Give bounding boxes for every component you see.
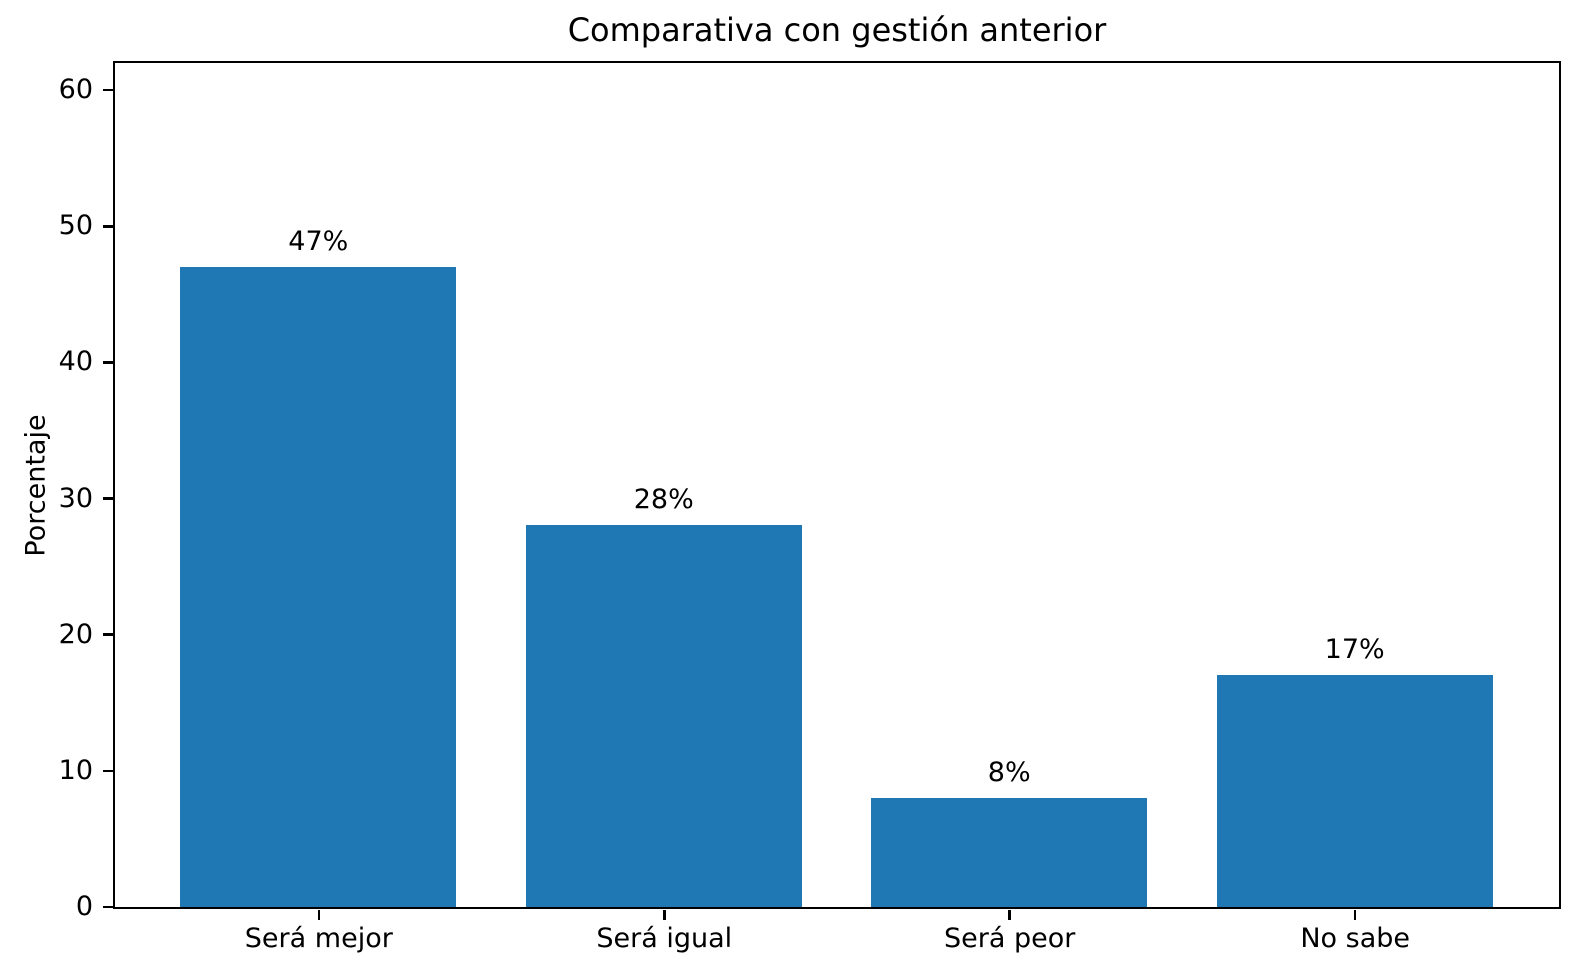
x-tick-mark xyxy=(317,909,321,920)
bar-value-label: 47% xyxy=(288,225,349,257)
y-tick-mark xyxy=(102,633,113,636)
y-tick-label: 60 xyxy=(58,74,93,106)
bar xyxy=(525,525,802,907)
x-tick-mark xyxy=(1008,909,1011,920)
x-tick-label: Será peor xyxy=(944,923,1076,954)
y-tick-label: 30 xyxy=(58,482,93,514)
y-tick-mark xyxy=(102,905,113,909)
bar-value-label: 8% xyxy=(987,756,1031,788)
bar-value-label: 28% xyxy=(633,484,694,516)
y-tick-label: 10 xyxy=(58,754,93,786)
y-tick-label: 40 xyxy=(58,346,93,378)
bar-value-label: 17% xyxy=(1324,634,1385,666)
x-tick-mark xyxy=(1353,909,1357,920)
x-tick-label: No sabe xyxy=(1300,923,1410,954)
y-tick-label: 50 xyxy=(58,210,93,242)
x-tick-label: Será igual xyxy=(596,923,733,954)
bar xyxy=(180,266,457,907)
y-tick-label: 20 xyxy=(58,618,93,650)
y-tick-mark xyxy=(102,497,113,500)
chart-title: Comparativa con gestión anterior xyxy=(567,11,1107,49)
bar xyxy=(871,797,1148,907)
y-tick-label: 0 xyxy=(75,891,93,922)
y-tick-mark xyxy=(102,88,113,92)
y-tick-mark xyxy=(102,225,113,228)
y-tick-mark xyxy=(102,769,113,773)
y-tick-mark xyxy=(102,361,113,364)
plot-area: 47% 28% 8% 17% xyxy=(112,60,1561,909)
x-tick-mark xyxy=(663,909,666,920)
bar xyxy=(1216,675,1493,907)
x-tick-label: Será mejor xyxy=(244,923,393,954)
